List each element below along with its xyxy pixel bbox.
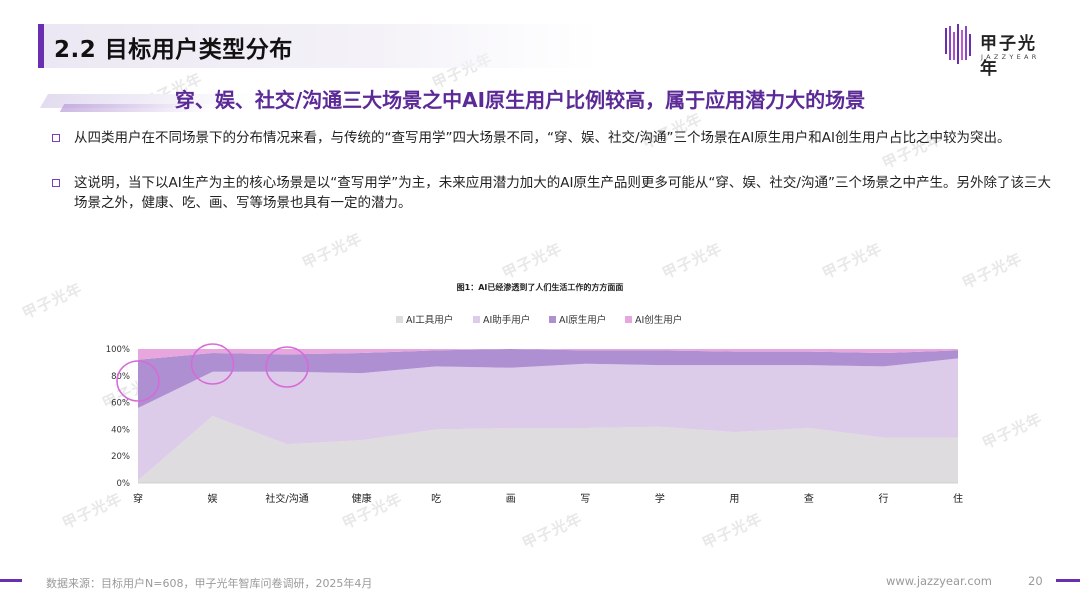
y-tick-label: 0% [117,479,131,489]
logo-bars-icon [945,24,971,64]
highlight-circle [265,346,309,388]
legend-label: AI原生用户 [559,314,606,326]
headline: 穿、娱、社交/沟通三大场景之中AI原生用户比例较高，属于应用潜力大的场景 [174,88,866,112]
legend-label: AI创生用户 [635,314,682,326]
footer-source: 数据来源：目标用户N=608，甲子光年智库问卷调研，2025年4月 [46,577,373,590]
x-tick-label: 用 [729,494,739,505]
legend-label: AI助手用户 [483,314,530,326]
brand-logo: 甲子光年 JAZZYEAR [944,24,1054,79]
y-tick-label: 100% [106,345,130,355]
legend-swatch [625,316,632,323]
header-accent-bar [38,24,44,68]
y-tick-label: 80% [111,372,130,382]
highlight-circle [116,360,160,402]
chart-title: 图1：AI已经渗透到了人们生活工作的方方面面 [457,282,624,292]
square-bullet-icon [52,179,60,187]
x-tick-label: 行 [878,492,888,505]
area-series-2 [138,358,958,481]
y-tick-label: 60% [111,399,130,409]
x-tick-label: 穿 [133,492,143,505]
header-background [38,24,598,68]
logo-text-cn: 甲子光年 [980,34,1037,79]
footer-accent-line [1056,579,1080,582]
x-tick-label: 查 [804,492,814,505]
legend-swatch [396,316,403,323]
footer-url[interactable]: www.jazzyear.com [886,574,992,588]
x-tick-label: 画 [506,494,516,505]
x-tick-label: 健康 [352,492,372,505]
legend-swatch [549,316,556,323]
logo-text-en: JAZZYEAR [981,53,1040,61]
x-tick-label: 社交/沟通 [265,492,308,505]
y-tick-label: 40% [111,425,130,435]
square-bullet-icon [52,134,60,142]
area-series-3 [138,349,958,408]
x-tick-label: 住 [953,492,963,505]
x-tick-label: 写 [580,493,590,505]
x-tick-label: 娱 [208,492,218,505]
bullet-text: 从四类用户在不同场景下的分布情况来看，与传统的“查写用学”四大场景不同，“穿、娱… [74,130,1011,146]
bullet-text: 这说明，当下以AI生产为主的核心场景是以“查写用学”为主，未来应用潜力加大的AI… [74,175,1051,211]
page-title: 2.2 目标用户类型分布 [54,37,293,63]
y-tick-label: 20% [111,452,130,462]
page-number: 20 [1028,574,1043,588]
highlight-circle [190,343,235,385]
x-tick-label: 吃 [431,492,441,505]
footer-accent-line [0,579,22,582]
legend-label: AI工具用户 [406,314,453,326]
legend-swatch [473,316,480,323]
x-tick-label: 学 [655,492,665,505]
area-series-4 [138,349,958,360]
area-series-1 [138,416,958,483]
